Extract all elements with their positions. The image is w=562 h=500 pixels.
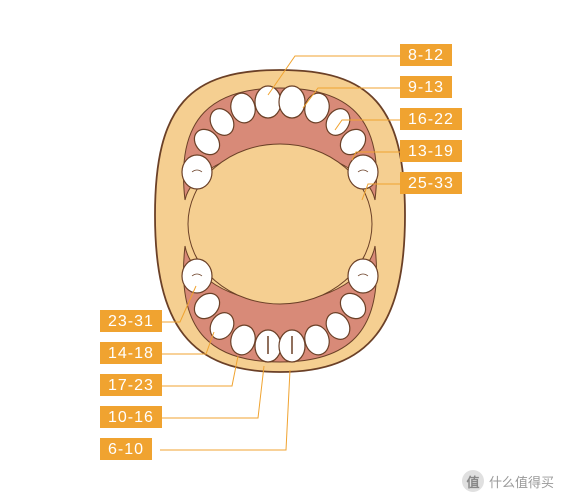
teeth-eruption-diagram: 8-12 9-13 16-22 13-19 25-33 23-31 14-18 17-23 10… (0, 0, 562, 500)
age-range-label: 25-33 (400, 172, 462, 194)
watermark-logo: 值 (462, 470, 484, 492)
watermark-text: 什么值得买 (489, 472, 554, 491)
age-range-label: 14-18 (100, 342, 162, 364)
watermark: 值 什么值得买 (462, 470, 554, 492)
age-range-label: 13-19 (400, 140, 462, 162)
leader-line (160, 370, 290, 450)
age-range-label: 8-12 (400, 44, 452, 66)
age-range-label: 17-23 (100, 374, 162, 396)
age-range-label: 23-31 (100, 310, 162, 332)
diagram-svg (0, 0, 562, 500)
age-range-label: 10-16 (100, 406, 162, 428)
leader-line (160, 366, 264, 418)
age-range-label: 16-22 (400, 108, 462, 130)
oral-cavity (188, 144, 372, 304)
age-range-label: 6-10 (100, 438, 152, 460)
age-range-label: 9-13 (400, 76, 452, 98)
